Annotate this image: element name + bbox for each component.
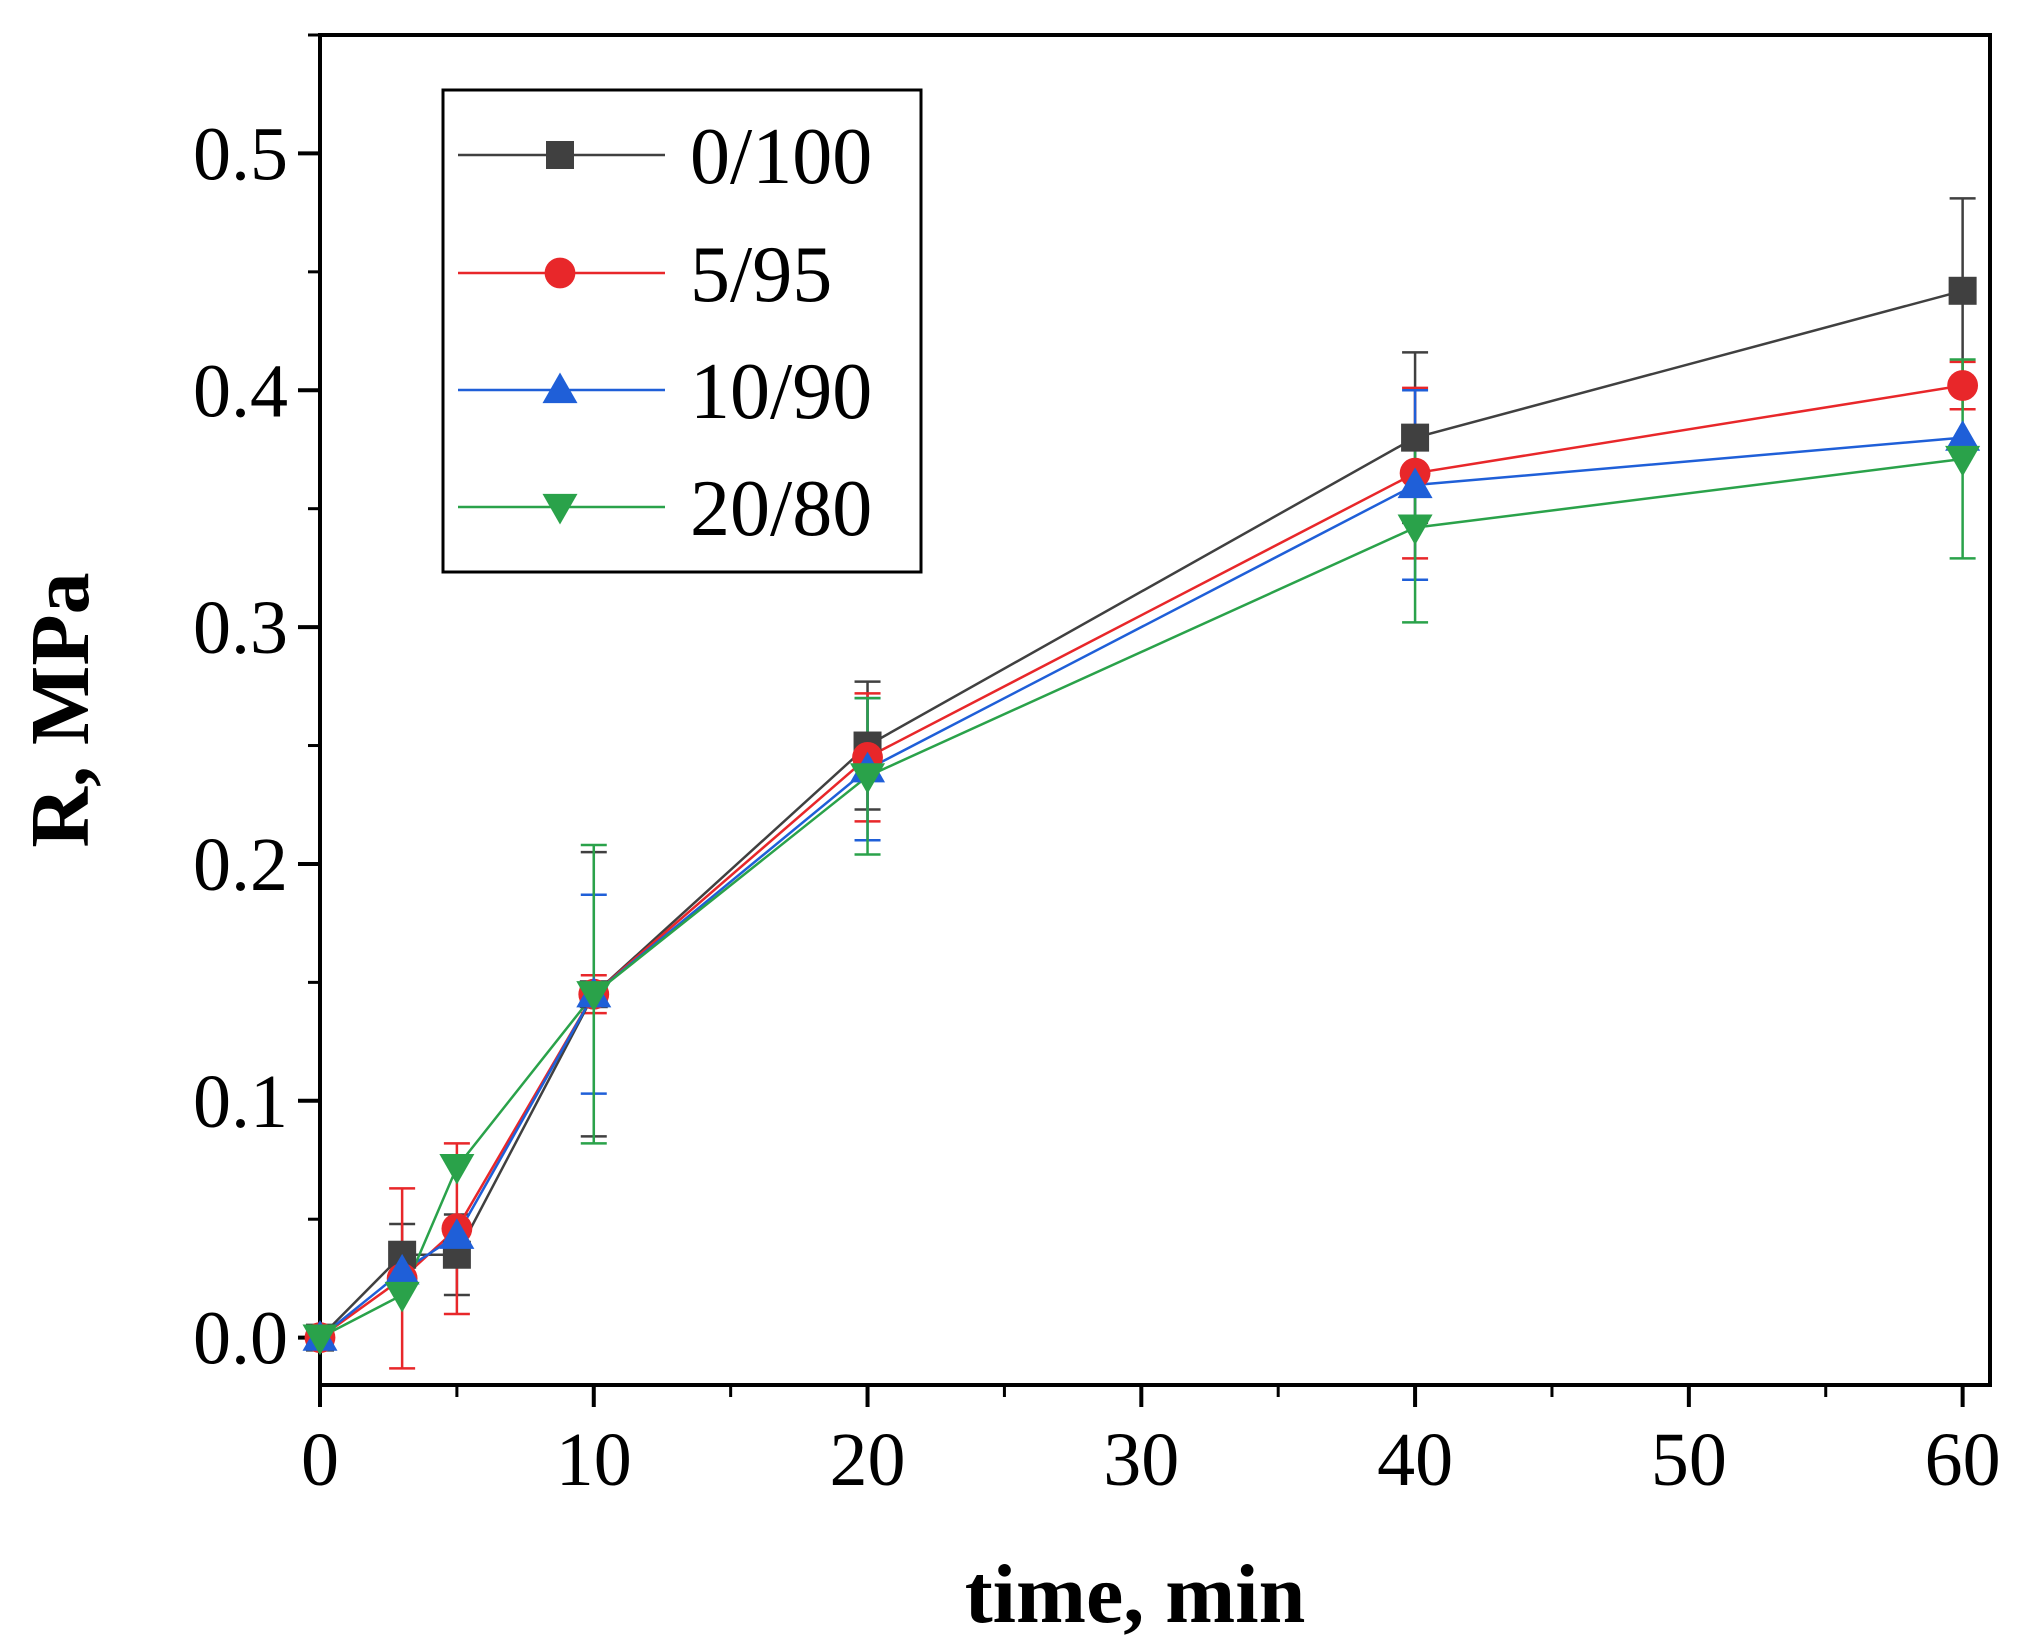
data-point	[384, 1253, 420, 1285]
y-tick-label: 0.2	[193, 823, 288, 907]
y-tick-label: 0.1	[193, 1060, 288, 1144]
y-tick-label: 0.0	[193, 1297, 288, 1381]
data-point	[439, 1153, 475, 1185]
data-point	[1948, 276, 1977, 305]
series-markers-20/80	[302, 445, 1981, 1356]
data-point	[1397, 467, 1433, 499]
x-tick-label: 60	[1925, 1418, 2001, 1502]
legend: 0/100 5/95 10/90 20/80	[441, 88, 923, 574]
x-axis-title: time, min	[965, 1548, 1306, 1641]
x-tick-label: 40	[1377, 1418, 1453, 1502]
data-point	[1401, 423, 1430, 452]
x-tick-label: 20	[830, 1418, 906, 1502]
y-tick-label: 0.5	[193, 112, 288, 196]
x-tick-label: 10	[556, 1418, 632, 1502]
data-point	[1397, 514, 1433, 546]
data-point	[1945, 420, 1981, 451]
y-tick-label: 0.4	[193, 349, 288, 433]
legend-label: 0/100	[690, 113, 872, 201]
legend-marker	[546, 141, 574, 169]
legend-box	[441, 88, 923, 574]
legend-label: 20/80	[690, 465, 872, 553]
legend-marker	[542, 372, 578, 404]
legend-label: 5/95	[690, 231, 832, 319]
y-tick-label: 0.3	[193, 586, 288, 670]
axes-layer: 0 10 20 30 40 50 60 0.0 0.1 0.2 0.3 0.4 0.5	[193, 33, 2001, 1502]
legend-marker	[542, 493, 578, 525]
x-tick-label: 0	[301, 1418, 339, 1502]
data-point	[302, 1324, 338, 1356]
x-tick-label: 30	[1103, 1418, 1179, 1502]
series-layer	[302, 197, 1981, 1370]
x-tick-label: 50	[1651, 1418, 1727, 1502]
data-point	[384, 1281, 420, 1313]
data-point	[576, 981, 612, 1012]
data-point	[850, 763, 886, 794]
legend-marker	[544, 257, 576, 289]
data-point	[439, 1218, 475, 1249]
legend-label: 10/90	[690, 348, 872, 436]
data-point	[1947, 370, 1979, 401]
data-point	[1945, 445, 1981, 477]
y-axis-title: R, MPa	[14, 572, 107, 847]
